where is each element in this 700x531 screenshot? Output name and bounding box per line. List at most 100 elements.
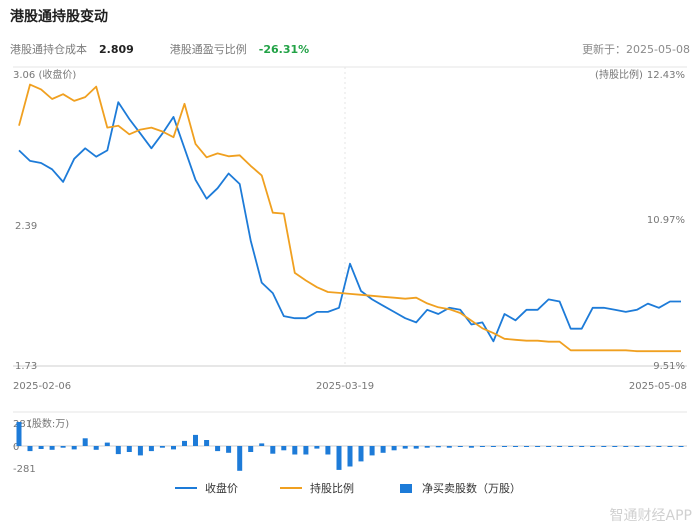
net-buy-bar (137, 446, 143, 456)
net-buy-bar (226, 446, 232, 453)
net-buy-bar (115, 446, 121, 455)
net-buy-bar (413, 446, 419, 449)
net-buy-bar (27, 446, 33, 452)
net-buy-bar (535, 446, 541, 447)
watermark: 智通财经APP (609, 508, 692, 524)
net-buy-bar (468, 446, 474, 448)
bar-tick-zero: 0 (13, 442, 19, 453)
net-buy-bar (590, 446, 596, 447)
legend: 收盘价 持股比例 净买卖股数（万股） (0, 480, 700, 500)
net-buy-bar (579, 446, 585, 447)
net-buy-bar (16, 422, 22, 446)
net-buy-bar (347, 446, 353, 467)
net-buy-bars (16, 422, 684, 471)
net-buy-bar (248, 446, 254, 452)
net-buy-bar (38, 446, 44, 449)
net-buy-bar (656, 446, 662, 447)
x-tick-end: 2025-05-08 (629, 381, 687, 392)
net-buy-bar (71, 446, 77, 450)
panel-title: 港股通持股变动 (10, 9, 108, 25)
holding-ratio-line (18, 83, 681, 353)
net-buy-bar (557, 446, 563, 447)
net-buy-bar (193, 434, 198, 446)
legend-close-swatch (175, 487, 197, 489)
net-buy-bar (292, 446, 298, 455)
net-buy-bar (513, 446, 518, 447)
pnl-value: -26.31% (258, 43, 310, 56)
net-buy-bar (281, 446, 287, 451)
cost-value: 2.809 (99, 43, 134, 56)
legend-ratio[interactable]: 持股比例 (280, 480, 354, 496)
updated-time: 更新于：2025-05-08 (582, 43, 690, 56)
net-buy-bar (524, 446, 529, 447)
net-buy-bar (623, 446, 629, 447)
net-buy-bar (457, 446, 463, 447)
net-buy-bar (314, 446, 320, 449)
net-buy-bar (270, 446, 276, 454)
right-axis-label: (持股比例) 12.43% (595, 68, 685, 81)
x-tick-mid: 2025-03-19 (316, 381, 374, 392)
net-buy-bar (490, 446, 496, 447)
stats-row: 港股通持仓成本 2.809 港股通盈亏比例 -26.31% (10, 41, 309, 57)
net-buy-bar (678, 446, 684, 447)
net-buy-bar (435, 446, 441, 448)
left-tick-mid: 2.39 (15, 221, 37, 232)
net-buy-bar (237, 446, 243, 471)
net-buy-bar (612, 446, 618, 447)
legend-close-label: 收盘价 (205, 482, 238, 495)
net-buy-bar (380, 446, 386, 453)
net-buy-bar (424, 446, 430, 448)
holding-chart: 3.06 (收盘价) (持股比例) 12.43% 2.39 1.73 10.97%… (13, 66, 687, 475)
net-buy-bar (182, 440, 187, 446)
net-buy-bar (171, 446, 176, 450)
net-buy-bar (60, 446, 66, 448)
net-buy-bar (93, 446, 99, 450)
bar-tick-bottom: -281 (13, 464, 36, 475)
net-buy-bar (148, 446, 154, 452)
net-buy-bar (204, 440, 210, 446)
net-buy-bar (325, 446, 331, 455)
legend-bars[interactable]: 净买卖股数（万股） (400, 480, 521, 496)
net-buy-bar (358, 446, 364, 462)
net-buy-bar (634, 446, 640, 447)
right-tick-mid: 10.97% (647, 215, 685, 226)
right-tick-bottom: 9.51% (653, 361, 685, 372)
net-buy-bar (303, 446, 309, 455)
left-tick-bottom: 1.73 (15, 361, 37, 372)
bar-tick-top: 281 (13, 419, 32, 430)
net-buy-bar (369, 446, 375, 456)
legend-close[interactable]: 收盘价 (175, 480, 238, 496)
net-buy-bar (546, 446, 552, 447)
net-buy-bar (215, 446, 221, 452)
net-buy-bar (402, 446, 408, 449)
net-buy-bar (391, 446, 397, 451)
net-buy-bar (159, 446, 165, 448)
x-tick-start: 2025-02-06 (13, 381, 71, 392)
net-buy-bar (49, 446, 55, 450)
line-series (18, 83, 681, 353)
net-buy-bar (336, 446, 342, 470)
net-buy-bar (126, 446, 132, 452)
legend-ratio-swatch (280, 487, 302, 489)
right-tick-top: 12.43% (647, 70, 685, 81)
pnl-label: 港股通盈亏比例 (169, 43, 247, 56)
cost-label: 港股通持仓成本 (10, 43, 87, 56)
net-buy-bar (502, 446, 507, 447)
bar-axis-title: (股数:万) (28, 417, 69, 430)
close-price-line (18, 101, 681, 343)
net-buy-bar (645, 446, 651, 447)
net-buy-bar (667, 446, 673, 447)
net-buy-bar (479, 446, 485, 447)
net-buy-bar (601, 446, 607, 447)
net-buy-bar (104, 442, 110, 446)
net-buy-bar (568, 446, 574, 447)
net-buy-bar (446, 446, 452, 448)
legend-bars-label: 净买卖股数（万股） (422, 482, 521, 495)
right-axis-name: (持股比例) (595, 68, 643, 81)
left-axis-label: 3.06 (收盘价) (13, 68, 76, 81)
legend-bars-swatch (400, 483, 412, 493)
legend-ratio-label: 持股比例 (310, 482, 354, 495)
net-buy-bar (82, 438, 88, 446)
net-buy-bar (259, 443, 265, 446)
